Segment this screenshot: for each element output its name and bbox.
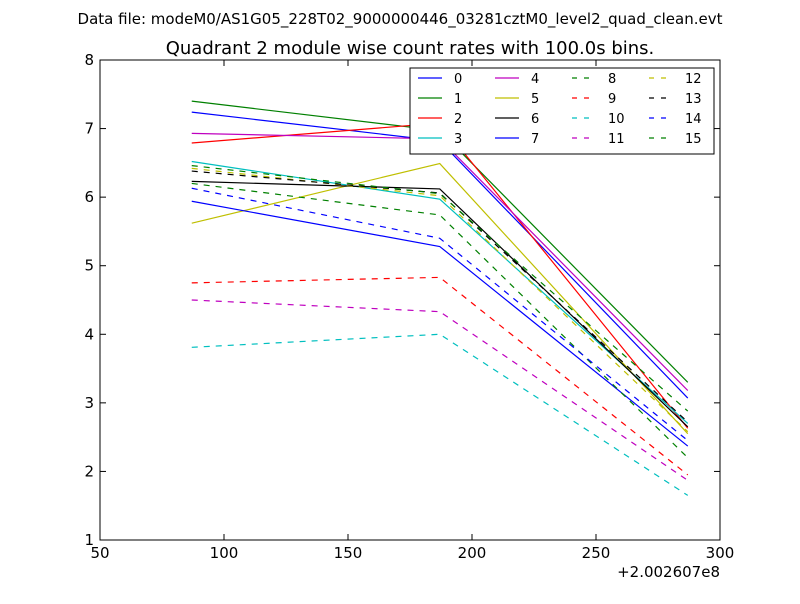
legend-label: 0 — [454, 72, 462, 87]
legend-label: 10 — [608, 112, 625, 127]
legend-label: 3 — [454, 132, 462, 147]
chart-title: Quadrant 2 module wise count rates with … — [166, 38, 655, 59]
legend-label: 9 — [608, 92, 616, 107]
legend-label: 5 — [531, 92, 539, 107]
legend-label: 15 — [685, 132, 702, 147]
legend-label: 7 — [531, 132, 539, 147]
legend-label: 2 — [454, 112, 462, 127]
x-tick-label: 200 — [458, 544, 487, 562]
legend-label: 1 — [454, 92, 462, 107]
x-tick-label: 300 — [706, 544, 735, 562]
y-tick-label: 8 — [84, 51, 94, 69]
y-tick-label: 6 — [84, 188, 94, 206]
y-tick-label: 7 — [84, 120, 94, 138]
x-offset-label: +2.002607e8 — [617, 563, 720, 581]
figure-suptitle: Data file: modeM0/AS1G05_228T02_90000004… — [78, 10, 723, 29]
legend-label: 14 — [685, 112, 702, 127]
y-tick-label: 5 — [84, 257, 94, 275]
y-tick-label: 1 — [84, 531, 94, 549]
legend-label: 12 — [685, 72, 702, 87]
x-tick-label: 250 — [582, 544, 611, 562]
x-tick-label: 150 — [334, 544, 363, 562]
legend-label: 11 — [608, 132, 625, 147]
legend-label: 8 — [608, 72, 616, 87]
y-tick-label: 3 — [84, 394, 94, 412]
legend-label: 13 — [685, 92, 702, 107]
legend-label: 4 — [531, 72, 539, 87]
y-tick-label: 2 — [84, 462, 94, 480]
y-tick-label: 4 — [84, 325, 94, 343]
legend-label: 6 — [531, 112, 539, 127]
x-tick-label: 100 — [210, 544, 239, 562]
